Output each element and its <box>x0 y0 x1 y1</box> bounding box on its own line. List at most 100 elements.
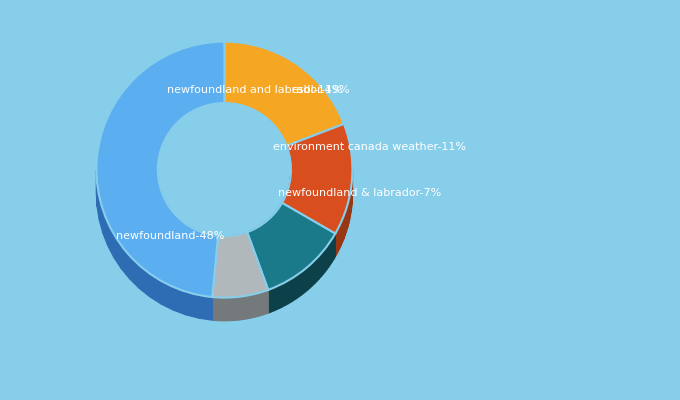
Polygon shape <box>279 284 282 308</box>
Polygon shape <box>310 262 312 288</box>
Polygon shape <box>161 190 164 220</box>
Polygon shape <box>224 236 225 259</box>
Polygon shape <box>301 270 303 296</box>
Polygon shape <box>241 234 242 257</box>
Polygon shape <box>186 292 199 318</box>
Polygon shape <box>325 246 327 272</box>
Polygon shape <box>227 236 228 259</box>
Polygon shape <box>158 177 159 207</box>
Polygon shape <box>130 256 139 288</box>
Polygon shape <box>337 227 339 253</box>
Polygon shape <box>258 226 260 250</box>
Polygon shape <box>212 297 214 320</box>
Polygon shape <box>228 298 230 320</box>
Polygon shape <box>254 228 256 252</box>
Polygon shape <box>267 290 268 314</box>
Polygon shape <box>103 210 108 246</box>
Polygon shape <box>225 236 226 259</box>
Polygon shape <box>223 236 224 259</box>
Polygon shape <box>268 219 269 243</box>
Polygon shape <box>347 201 348 228</box>
Polygon shape <box>264 222 265 246</box>
Polygon shape <box>237 235 239 258</box>
Polygon shape <box>293 276 296 301</box>
Polygon shape <box>221 236 222 259</box>
Polygon shape <box>345 208 346 235</box>
Polygon shape <box>250 230 252 254</box>
Polygon shape <box>220 236 221 259</box>
Polygon shape <box>265 221 267 245</box>
Polygon shape <box>121 246 130 279</box>
Text: esbl-14%: esbl-14% <box>291 85 343 95</box>
Polygon shape <box>284 198 285 222</box>
Polygon shape <box>332 236 334 262</box>
Polygon shape <box>150 274 161 304</box>
Polygon shape <box>214 297 216 320</box>
Polygon shape <box>317 256 319 281</box>
Polygon shape <box>249 231 250 255</box>
Polygon shape <box>222 236 223 259</box>
Polygon shape <box>167 203 171 232</box>
Polygon shape <box>262 223 264 247</box>
Polygon shape <box>319 254 321 279</box>
Polygon shape <box>222 298 224 321</box>
Polygon shape <box>341 220 342 246</box>
Polygon shape <box>224 298 226 321</box>
Polygon shape <box>251 294 253 318</box>
Polygon shape <box>346 205 347 232</box>
Polygon shape <box>219 236 220 259</box>
Polygon shape <box>205 233 211 258</box>
Polygon shape <box>253 294 255 317</box>
Polygon shape <box>229 236 231 259</box>
Polygon shape <box>234 297 236 320</box>
Polygon shape <box>228 236 229 259</box>
Polygon shape <box>245 296 248 319</box>
Polygon shape <box>226 298 228 321</box>
Wedge shape <box>97 42 224 297</box>
Polygon shape <box>275 211 277 235</box>
Polygon shape <box>171 209 175 238</box>
Polygon shape <box>108 222 114 257</box>
Polygon shape <box>260 225 261 249</box>
Polygon shape <box>161 281 173 310</box>
Polygon shape <box>242 234 243 257</box>
Polygon shape <box>216 297 218 320</box>
Polygon shape <box>327 244 328 270</box>
Polygon shape <box>285 196 286 220</box>
Polygon shape <box>257 227 258 250</box>
Polygon shape <box>339 223 341 250</box>
Wedge shape <box>212 232 268 298</box>
Text: newfoundland and labrador-19%: newfoundland and labrador-19% <box>167 85 350 95</box>
Polygon shape <box>273 213 275 238</box>
Polygon shape <box>239 296 241 320</box>
Polygon shape <box>175 214 180 242</box>
Polygon shape <box>220 298 222 321</box>
Polygon shape <box>97 184 99 220</box>
Polygon shape <box>199 295 212 320</box>
Wedge shape <box>247 203 335 290</box>
Polygon shape <box>198 231 205 256</box>
Polygon shape <box>288 279 290 304</box>
Polygon shape <box>259 292 260 316</box>
Polygon shape <box>323 249 325 274</box>
Polygon shape <box>343 212 345 239</box>
Polygon shape <box>257 293 259 316</box>
Polygon shape <box>159 184 161 214</box>
Polygon shape <box>255 293 257 317</box>
Polygon shape <box>245 232 246 256</box>
Polygon shape <box>290 278 293 302</box>
Wedge shape <box>224 42 344 146</box>
Polygon shape <box>250 295 251 318</box>
Polygon shape <box>233 236 235 258</box>
Polygon shape <box>186 224 192 250</box>
Polygon shape <box>139 265 150 297</box>
Polygon shape <box>283 199 284 224</box>
Polygon shape <box>239 234 240 258</box>
Polygon shape <box>334 234 335 259</box>
Polygon shape <box>269 218 270 242</box>
Polygon shape <box>238 297 239 320</box>
Polygon shape <box>240 234 241 257</box>
Polygon shape <box>244 233 245 256</box>
Text: environment canada weather-11%: environment canada weather-11% <box>273 142 466 152</box>
Polygon shape <box>241 296 243 320</box>
